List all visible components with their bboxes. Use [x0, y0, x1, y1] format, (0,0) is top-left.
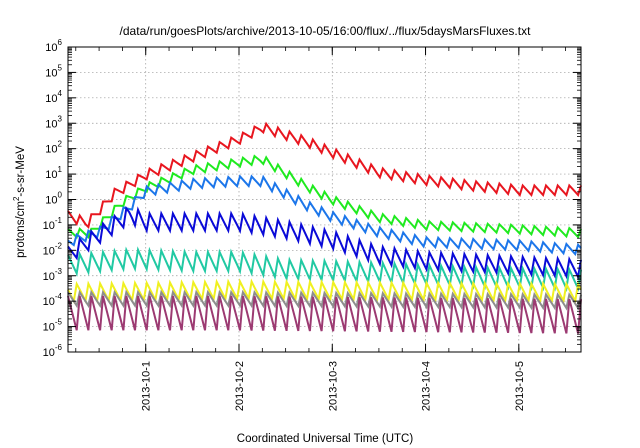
series-line-4	[67, 205, 582, 280]
y-tick-base: 10	[43, 322, 55, 334]
y-axis-label-suffix: -s-sr-MeV	[15, 146, 27, 197]
y-tick-label: 103	[45, 114, 62, 130]
x-tick-label: 2013-10-2	[234, 361, 246, 411]
y-tick-base: 10	[45, 195, 57, 207]
y-tick-exp: -3	[55, 267, 63, 276]
ticks	[68, 46, 581, 353]
x-tick-label: 2013-10-4	[421, 361, 433, 411]
series-line-2	[67, 154, 582, 240]
y-tick-exp: 1	[58, 165, 63, 174]
y-tick-label: 10-2	[43, 241, 63, 257]
y-tick-exp: -5	[55, 318, 63, 327]
y-tick-label: 10-5	[43, 318, 63, 334]
y-tick-exp: 3	[58, 114, 63, 123]
series-line-8	[67, 295, 582, 334]
series-line-6	[67, 278, 582, 305]
y-tick-exp: 4	[58, 89, 63, 98]
y-tick-exp: -4	[55, 292, 63, 301]
x-tick-label: 2013-10-3	[327, 361, 339, 411]
y-axis-label: protons/cm2-s-sr-MeV	[12, 146, 27, 258]
y-tick-exp: -1	[55, 216, 63, 225]
y-tick-base: 10	[45, 118, 57, 130]
y-tick-base: 10	[45, 67, 57, 79]
y-tick-exp: 5	[58, 63, 63, 72]
y-tick-base: 10	[45, 42, 57, 54]
y-axis-label-superscript: 2	[12, 196, 21, 201]
series-layer	[67, 121, 582, 334]
x-tick-label: 2013-10-5	[514, 361, 526, 411]
x-tick-label: 2013-10-1	[141, 361, 153, 411]
x-axis-label: Coordinated Universal Time (UTC)	[237, 433, 414, 445]
y-tick-label: 10-3	[43, 267, 63, 283]
series-line-5	[67, 246, 582, 293]
y-tick-base: 10	[45, 169, 57, 181]
y-tick-label: 10-4	[43, 292, 63, 308]
y-tick-base: 10	[45, 93, 57, 105]
y-tick-exp: -6	[55, 343, 63, 352]
y-tick-base: 10	[43, 271, 55, 283]
x-tick-labels: 2013-10-1 2013-10-2 2013-10-3 2013-10-4 2013…	[141, 361, 526, 411]
y-tick-label: 101	[45, 165, 62, 181]
y-tick-base: 10	[43, 296, 55, 308]
y-tick-exp: 0	[58, 191, 63, 200]
y-tick-exp: -2	[55, 241, 63, 250]
y-tick-label: 100	[45, 191, 62, 207]
y-tick-labels: 10-610-510-410-310-210-11001011021031041…	[43, 38, 63, 359]
y-tick-base: 10	[43, 220, 55, 232]
series-line-1	[67, 121, 582, 229]
y-tick-exp: 2	[58, 140, 63, 149]
series-line-3	[67, 174, 582, 257]
y-tick-label: 10-1	[43, 216, 63, 232]
chart-title: /data/run/goesPlots/archive/2013-10-05/1…	[120, 24, 532, 38]
y-tick-label: 102	[45, 140, 62, 156]
y-tick-base: 10	[45, 144, 57, 156]
y-tick-label: 104	[45, 89, 62, 105]
y-tick-base: 10	[43, 347, 55, 359]
y-tick-exp: 6	[58, 38, 63, 47]
y-tick-base: 10	[43, 245, 55, 257]
y-axis-label-prefix: protons/cm	[15, 201, 27, 258]
y-tick-label: 105	[45, 63, 62, 79]
y-tick-label: 106	[45, 38, 62, 54]
y-tick-label: 10-6	[43, 343, 63, 359]
series-line-7	[67, 289, 582, 311]
